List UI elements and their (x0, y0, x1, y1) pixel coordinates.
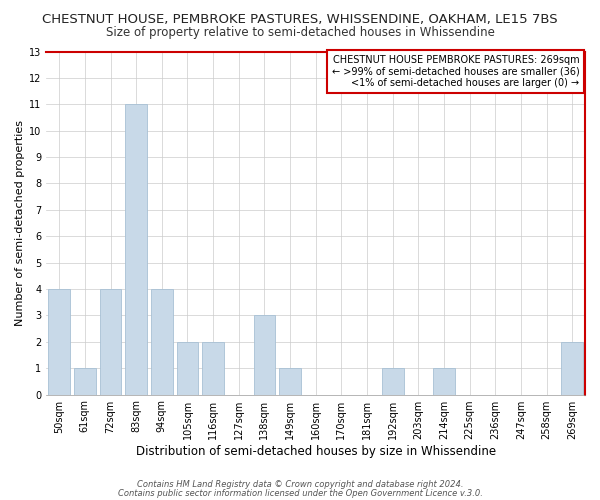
Bar (74, 368, 96, 394)
Bar (433, 368, 455, 394)
Text: Size of property relative to semi-detached houses in Whissendine: Size of property relative to semi-detach… (106, 26, 494, 39)
Bar (254, 316, 275, 394)
Bar (176, 342, 199, 394)
Bar (151, 289, 173, 395)
Bar (125, 104, 147, 395)
Text: CHESTNUT HOUSE PEMBROKE PASTURES: 269sqm
← >99% of semi-detached houses are smal: CHESTNUT HOUSE PEMBROKE PASTURES: 269sqm… (332, 55, 580, 88)
X-axis label: Distribution of semi-detached houses by size in Whissendine: Distribution of semi-detached houses by … (136, 444, 496, 458)
Bar (100, 289, 121, 395)
Text: CHESTNUT HOUSE, PEMBROKE PASTURES, WHISSENDINE, OAKHAM, LE15 7BS: CHESTNUT HOUSE, PEMBROKE PASTURES, WHISS… (42, 12, 558, 26)
Bar (382, 368, 404, 394)
Bar (279, 368, 301, 394)
Bar (561, 342, 583, 394)
Bar (202, 342, 224, 394)
Text: Contains public sector information licensed under the Open Government Licence v.: Contains public sector information licen… (118, 488, 482, 498)
Y-axis label: Number of semi-detached properties: Number of semi-detached properties (15, 120, 25, 326)
Text: Contains HM Land Registry data © Crown copyright and database right 2024.: Contains HM Land Registry data © Crown c… (137, 480, 463, 489)
Bar (49, 289, 70, 395)
